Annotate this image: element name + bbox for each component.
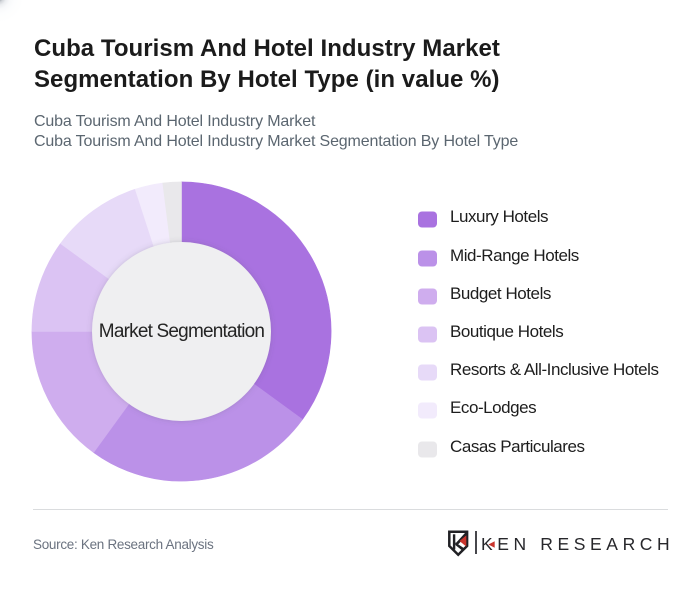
- legend-swatch-6: [418, 402, 437, 419]
- legend-label-2: Mid-Range Hotels: [450, 245, 579, 265]
- legend-item-1[interactable]: Luxury Hotels: [418, 198, 688, 236]
- source-note: Source: Ken Research Analysis: [33, 537, 214, 553]
- legend-swatch-7: [418, 441, 437, 458]
- chart-legend: Luxury Hotels Mid-Range Hotels Budget Hote…: [418, 198, 688, 465]
- logo-k-stem: [452, 534, 456, 550]
- wordmark-k-red-triangle: [488, 541, 495, 548]
- legend-item-2[interactable]: Mid-Range Hotels: [418, 237, 688, 275]
- page-title: Cuba Tourism And Hotel Industry Market S…: [34, 35, 500, 93]
- legend-item-3[interactable]: Budget Hotels: [418, 275, 688, 313]
- donut-center-label: Market Segmentation: [98, 320, 265, 342]
- legend-label-3: Budget Hotels: [450, 283, 551, 303]
- legend-swatch-1: [418, 211, 437, 228]
- legend-label-7: Casas Particulares: [450, 436, 585, 456]
- logo-k-upper-arm: [455, 531, 468, 546]
- legend-swatch-5: [418, 364, 437, 381]
- logo-k-lower-arm: [455, 542, 464, 551]
- chart-subtitle-line1: Cuba Tourism And Hotel Industry Market: [34, 112, 316, 130]
- legend-swatch-4: [418, 326, 437, 343]
- legend-label-1: Luxury Hotels: [450, 207, 549, 227]
- legend-label-6: Eco-Lodges: [450, 398, 537, 418]
- legend-swatch-3: [418, 288, 437, 305]
- donut-hole: [92, 241, 271, 421]
- legend-swatch-2: [418, 250, 437, 267]
- legend-item-4[interactable]: Boutique Hotels: [418, 313, 688, 351]
- legend-item-7[interactable]: Casas Particulares: [418, 428, 688, 466]
- legend-item-6[interactable]: Eco-Lodges: [418, 389, 688, 427]
- chart-subtitle-line2: Cuba Tourism And Hotel Industry Market S…: [34, 133, 519, 151]
- page-corner-artifact: [0, 0, 34, 34]
- legend-label-4: Boutique Hotels: [450, 322, 564, 342]
- ken-research-wordmark: KEN RESEARCH: [481, 534, 675, 555]
- footer-divider: [32, 509, 668, 510]
- ken-research-logo-mark: [448, 530, 469, 557]
- donut-chart: [31, 181, 332, 481]
- logo-separator-bar: [475, 531, 478, 554]
- legend-item-5[interactable]: Resorts & All-Inclusive Hotels: [418, 351, 688, 389]
- legend-label-5: Resorts & All-Inclusive Hotels: [450, 360, 659, 380]
- logo-red-triangle: [459, 535, 467, 547]
